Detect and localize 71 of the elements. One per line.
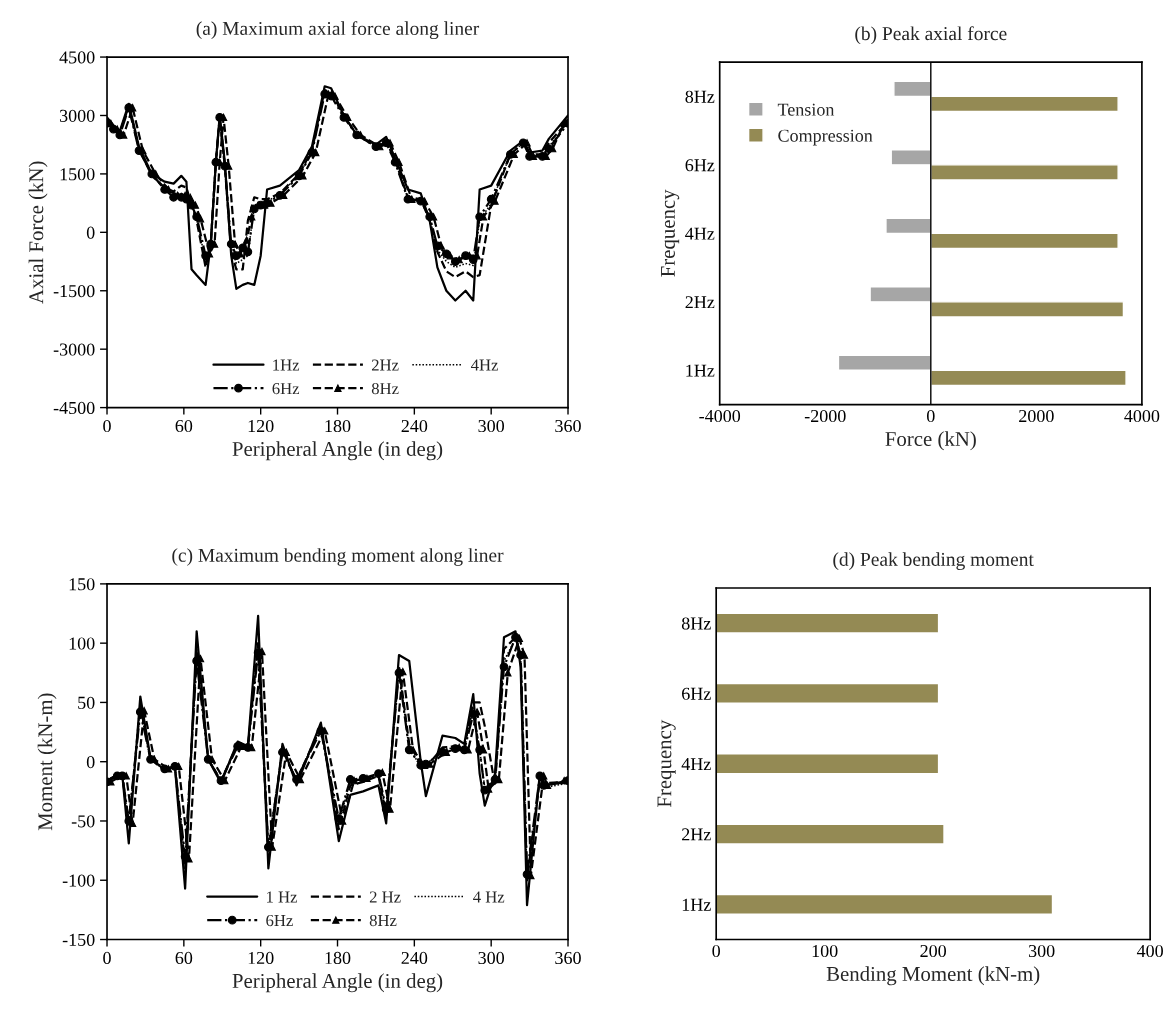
chart-title: (c) Maximum bending moment along liner (172, 548, 504, 566)
x-tick-label: 240 (401, 419, 428, 433)
legend-label: 1Hz (273, 359, 300, 371)
legend-label: 8Hz (371, 382, 399, 395)
y-axis-title: Frequency (661, 189, 680, 277)
y-tick-label: 1Hz (682, 898, 711, 911)
chart-title: (d) Peak bending moment (833, 552, 1034, 570)
x-tick-label: 4000 (1124, 409, 1160, 423)
y-tick-label: 1Hz (686, 364, 715, 377)
y-tick-label: 8Hz (681, 617, 711, 630)
legend-label: 2 Hz (369, 891, 401, 903)
y-tick-label: 50 (78, 696, 95, 709)
x-tick-label: 120 (248, 951, 274, 965)
x-tick-label: 0 (926, 409, 935, 423)
x-tick-label: 300 (1028, 944, 1055, 958)
x-axis-title: Peripheral Angle (in deg) (232, 441, 443, 461)
legend-label: 8Hz (369, 914, 397, 927)
x-tick-label: 180 (325, 951, 351, 965)
x-axis-title: Force (kN) (885, 431, 976, 451)
y-tick-label: 6Hz (685, 159, 715, 172)
x-tick-label: 300 (478, 951, 505, 965)
x-tick-label: 240 (401, 951, 428, 965)
y-tick-label: 6Hz (682, 687, 711, 700)
x-tick-label: 120 (248, 419, 274, 433)
y-axis-title: Frequency (657, 719, 676, 808)
x-tick-label: 0 (103, 951, 111, 965)
y-axis-title: Axial Force (kN) (28, 161, 48, 304)
x-tick-label: 100 (812, 944, 838, 958)
y-tick-label: -4500 (53, 401, 95, 415)
legend-label: 6Hz (266, 914, 293, 927)
y-axis-title: Moment (kN-m) (37, 693, 57, 831)
x-tick-label: 360 (555, 419, 581, 433)
y-tick-label: 8Hz (685, 90, 715, 103)
x-tick-label: -2000 (804, 409, 846, 423)
x-axis-title: Peripheral Angle (in deg) (232, 973, 443, 993)
legend-label: 1 Hz (267, 891, 298, 903)
y-tick-label: 2Hz (685, 296, 715, 309)
x-tick-label: 180 (325, 419, 351, 433)
y-tick-label: 4500 (59, 51, 95, 64)
legend-label: Compression (778, 129, 873, 146)
y-tick-label: -50 (71, 815, 95, 828)
y-tick-label: -3000 (53, 343, 95, 356)
y-tick-label: 0 (86, 755, 95, 769)
legend-label: 6Hz (272, 383, 300, 395)
x-tick-label: 200 (920, 944, 947, 958)
y-tick-label: 3000 (59, 109, 95, 122)
legend-label: 2Hz (371, 359, 399, 371)
y-tick-label: 100 (69, 637, 95, 650)
x-tick-label: -4000 (699, 409, 741, 423)
x-tick-label: 2000 (1019, 409, 1054, 423)
legend-label: Tension (777, 103, 835, 116)
y-tick-label: 2Hz (682, 828, 711, 841)
chart-title: (b) Peak axial force (855, 26, 1007, 45)
x-tick-label: 400 (1136, 944, 1163, 958)
legend-label: 4 Hz (473, 891, 505, 903)
x-axis-title: Bending Moment (kN-m) (826, 966, 1040, 986)
y-tick-label: -150 (62, 933, 95, 946)
x-tick-label: 0 (103, 419, 111, 433)
x-tick-label: 300 (478, 419, 505, 433)
y-tick-label: 0 (86, 226, 95, 239)
y-tick-label: -1500 (53, 285, 95, 298)
y-tick-label: 1500 (60, 168, 95, 181)
chart-title: (a) Maximum axial force along liner (196, 21, 480, 40)
legend-label: 4Hz (470, 359, 498, 371)
x-tick-label: 60 (175, 419, 193, 433)
y-tick-label: 150 (69, 578, 95, 591)
y-tick-label: -100 (62, 874, 95, 887)
y-tick-label: 4Hz (681, 758, 711, 770)
x-tick-label: 360 (555, 951, 581, 965)
y-tick-label: 4Hz (685, 227, 715, 240)
x-tick-label: 60 (175, 951, 193, 965)
